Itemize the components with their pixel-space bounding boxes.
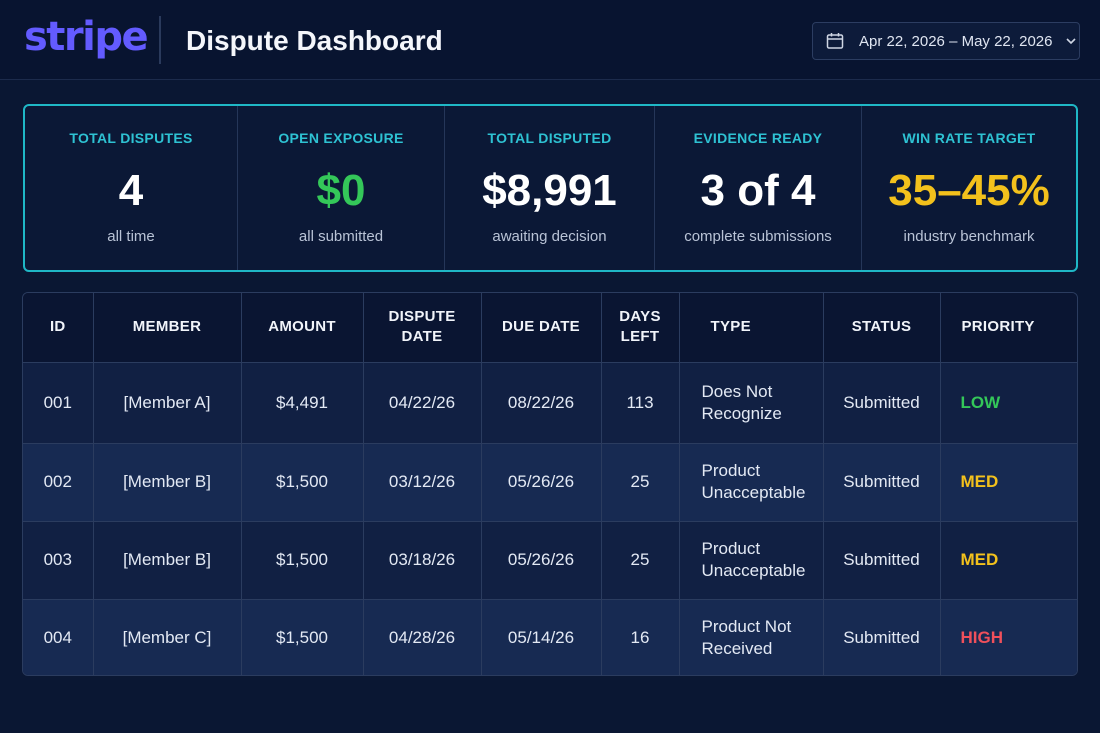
cell-id: 004 xyxy=(23,599,94,675)
table-row[interactable]: 004 [Member C] $1,500 04/28/26 05/14/26 … xyxy=(23,599,1077,675)
type-line: Product xyxy=(701,461,761,480)
cell-amount: $1,500 xyxy=(241,443,364,522)
cell-dispute-date: 03/12/26 xyxy=(363,443,482,522)
cell-amount: $1,500 xyxy=(241,599,364,675)
top-bar: stripe Dispute Dashboard Apr 22, 2026 – … xyxy=(0,0,1100,80)
stat-caption: complete submissions xyxy=(684,228,832,245)
type-line: Unacceptable xyxy=(701,561,806,580)
cell-amount: $1,500 xyxy=(241,521,364,600)
table-row[interactable]: 002 [Member B] $1,500 03/12/26 05/26/26 … xyxy=(23,443,1077,522)
stripe-logo[interactable]: stripe xyxy=(24,14,149,60)
type-line: Recognize xyxy=(701,403,782,423)
chevron-down-icon xyxy=(1066,38,1077,45)
stat-label: TOTAL DISPUTES xyxy=(69,130,193,146)
cell-due-date: 05/26/26 xyxy=(481,443,602,522)
stat-value: 4 xyxy=(118,166,144,215)
stat-value: 35–45% xyxy=(888,166,1050,215)
calendar-icon xyxy=(826,33,844,49)
cell-due-date: 08/22/26 xyxy=(481,362,602,444)
stat-total-disputed: TOTAL DISPUTED $8,991 awaiting decision xyxy=(444,106,654,270)
header-line: DISPUTE xyxy=(388,308,456,326)
priority-badge: MED xyxy=(940,443,1077,522)
cell-type: Product Unacceptable xyxy=(679,521,824,600)
stat-open-exposure: OPEN EXPOSURE $0 all submitted xyxy=(237,106,444,270)
stat-caption: all time xyxy=(107,228,155,245)
cell-days-left: 25 xyxy=(601,443,680,522)
cell-due-date: 05/26/26 xyxy=(481,521,602,600)
stat-caption: all submitted xyxy=(298,228,384,245)
priority-badge: LOW xyxy=(940,362,1077,444)
cell-type: Product Unacceptable xyxy=(679,443,824,522)
stat-caption: industry benchmark xyxy=(903,228,1035,245)
cell-id: 001 xyxy=(23,362,94,444)
stat-evidence-ready: EVIDENCE READY 3 of 4 complete submissio… xyxy=(654,106,861,270)
cell-days-left: 16 xyxy=(601,599,680,675)
disputes-table: ID MEMBER AMOUNT DISPUTE DATE DUE DATE DA… xyxy=(22,292,1078,676)
cell-type: Product Not Received xyxy=(679,599,824,675)
date-range-picker[interactable]: Apr 22, 2026 – May 22, 2026 xyxy=(812,22,1080,60)
stat-caption: awaiting decision xyxy=(492,228,607,245)
cell-type: Does Not Recognize xyxy=(679,362,824,444)
cell-status: Submitted xyxy=(823,521,941,600)
type-line: Received xyxy=(701,638,773,658)
cell-id: 002 xyxy=(23,443,94,522)
stat-label: TOTAL DISPUTED xyxy=(487,130,612,146)
cell-due-date: 05/14/26 xyxy=(481,599,602,675)
column-header-dispute-date[interactable]: DISPUTE DATE xyxy=(363,293,482,363)
column-header-amount[interactable]: AMOUNT xyxy=(241,293,364,363)
cell-days-left: 113 xyxy=(601,362,680,444)
column-header-type[interactable]: TYPE xyxy=(679,293,824,363)
type-line: Does Not xyxy=(701,381,773,401)
cell-status: Submitted xyxy=(823,362,941,444)
column-header-status[interactable]: STATUS xyxy=(823,293,941,363)
cell-status: Submitted xyxy=(823,443,941,522)
table-row[interactable]: 003 [Member B] $1,500 03/18/26 05/26/26 … xyxy=(23,521,1077,600)
cell-amount: $4,491 xyxy=(241,362,364,444)
column-header-due-date[interactable]: DUE DATE xyxy=(481,293,602,363)
stat-label: EVIDENCE READY xyxy=(693,130,823,146)
cell-member: [Member A] xyxy=(93,362,242,444)
column-header-priority[interactable]: PRIORITY xyxy=(940,293,1077,363)
column-header-member[interactable]: MEMBER xyxy=(93,293,242,363)
page-title: Dispute Dashboard xyxy=(186,25,443,56)
cell-dispute-date: 03/18/26 xyxy=(363,521,482,600)
cell-status: Submitted xyxy=(823,599,941,675)
column-header-id[interactable]: ID xyxy=(23,293,94,363)
table-header-row: ID MEMBER AMOUNT DISPUTE DATE DUE DATE DA… xyxy=(23,293,1077,363)
stat-value: $8,991 xyxy=(482,166,617,215)
header-line: DATE xyxy=(401,328,443,346)
cell-dispute-date: 04/22/26 xyxy=(363,362,482,444)
header-line: DAYS xyxy=(619,308,661,326)
priority-badge: HIGH xyxy=(940,599,1077,675)
stat-label: WIN RATE TARGET xyxy=(902,130,1036,146)
table-row[interactable]: 001 [Member A] $4,491 04/22/26 08/22/26 … xyxy=(23,362,1077,444)
stat-value: $0 xyxy=(316,166,366,215)
cell-member: [Member B] xyxy=(93,521,242,600)
date-range-label: Apr 22, 2026 – May 22, 2026 xyxy=(859,32,1053,50)
header-divider xyxy=(159,16,161,64)
priority-badge: MED xyxy=(940,521,1077,600)
type-line: Unacceptable xyxy=(701,483,806,502)
cell-id: 003 xyxy=(23,521,94,600)
cell-member: [Member C] xyxy=(93,599,242,675)
column-header-days-left[interactable]: DAYS LEFT xyxy=(601,293,680,363)
stat-win-rate-target: WIN RATE TARGET 35–45% industry benchmar… xyxy=(861,106,1076,270)
type-line: Product Not xyxy=(701,616,792,636)
stat-value: 3 of 4 xyxy=(700,166,816,215)
stat-label: OPEN EXPOSURE xyxy=(278,130,404,146)
cell-dispute-date: 04/28/26 xyxy=(363,599,482,675)
header-line: LEFT xyxy=(620,328,660,346)
stat-total-disputes: TOTAL DISPUTES 4 all time xyxy=(25,106,237,270)
cell-days-left: 25 xyxy=(601,521,680,600)
cell-member: [Member B] xyxy=(93,443,242,522)
type-line: Product xyxy=(701,539,761,558)
summary-stats: TOTAL DISPUTES 4 all time OPEN EXPOSURE … xyxy=(23,104,1078,272)
